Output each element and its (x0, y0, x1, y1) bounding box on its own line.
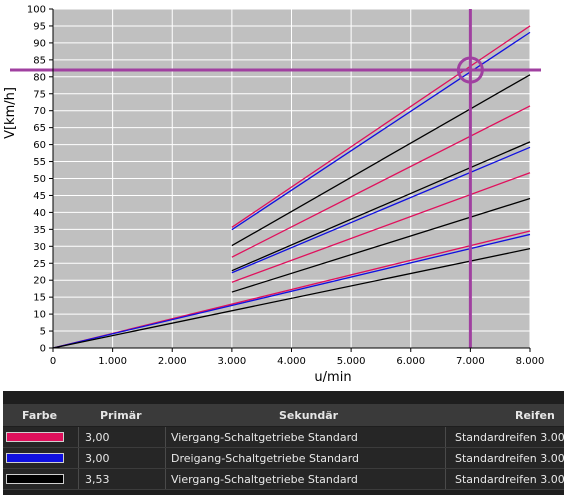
y-tick-label: 35 (33, 225, 46, 236)
marker-circle (456, 56, 484, 84)
x-tick-label: 6.000 (396, 356, 425, 367)
series-2-line-0 (52, 248, 531, 349)
y-tick-label: 10 (33, 310, 46, 321)
y-tick-label: 75 (33, 89, 46, 100)
series-0-line-1 (231, 172, 531, 283)
series-2-line-3 (231, 74, 531, 247)
primary-cell: 3,53 (85, 473, 110, 486)
x-tick-label: 1.000 (98, 356, 127, 367)
y-tick-label: 40 (33, 208, 46, 219)
gear-table: Farbe Primär Sekundär Reifen 3,00 Vierga… (3, 391, 564, 495)
y-tick-label: 50 (33, 174, 46, 185)
primary-cell: 3,00 (85, 431, 110, 444)
series-layer (52, 25, 531, 349)
x-tick-label: 3.000 (218, 356, 247, 367)
grid (52, 8, 531, 349)
tires-cell: Standardreifen 3.00 (455, 452, 564, 465)
series-2-line-2 (231, 141, 531, 272)
y-tick-label: 95 (33, 21, 46, 32)
color-swatch (6, 474, 64, 484)
x-tick-label: 2.000 (158, 356, 187, 367)
series-2-line-1 (231, 197, 531, 293)
x-tick-label: 0 (50, 356, 56, 367)
tires-cell: Standardreifen 3.00 (455, 473, 564, 486)
y-tick-label: 90 (33, 38, 46, 49)
series-0-line-3 (231, 25, 531, 228)
color-swatch (6, 432, 64, 442)
y-tick-label: 60 (33, 140, 46, 151)
x-axis-title: u/min (314, 370, 351, 385)
color-swatch (6, 453, 64, 463)
y-axis-title: V[km/h] (3, 87, 18, 139)
header-color: Farbe (22, 409, 58, 422)
y-tick-label: 0 (40, 344, 46, 355)
table-row[interactable]: 3,53 Viergang-Schaltgetriebe Standard St… (3, 469, 564, 490)
table-row[interactable]: 3,00 Viergang-Schaltgetriebe Standard St… (3, 427, 564, 448)
y-tick-label: 70 (33, 106, 46, 117)
series-1-line-1 (231, 146, 531, 274)
crosshair-marker (10, 9, 541, 348)
y-tick-label: 100 (27, 5, 46, 16)
x-axis-ticks: 0 1.000 2.000 3.000 4.000 5.000 6.000 7.000 8.00… (50, 348, 545, 367)
y-tick-label: 85 (33, 55, 46, 66)
tires-cell: Standardreifen 3.00 (455, 431, 564, 444)
y-tick-label: 45 (33, 191, 46, 202)
x-tick-label: 4.000 (277, 356, 306, 367)
table-header: Farbe Primär Sekundär Reifen (3, 404, 564, 426)
secondary-cell: Dreigang-Schaltgetriebe Standard (171, 452, 360, 465)
table-row[interactable]: 3,00 Dreigang-Schaltgetriebe Standard St… (3, 448, 564, 469)
secondary-cell: Viergang-Schaltgetriebe Standard (171, 473, 358, 486)
y-tick-label: 25 (33, 259, 46, 270)
x-tick-label: 8.000 (516, 356, 545, 367)
x-tick-label: 5.000 (337, 356, 366, 367)
header-tires: Reifen (515, 409, 555, 422)
speed-chart: 0 1.000 2.000 3.000 4.000 5.000 6.000 7.000 8.00… (3, 5, 545, 386)
y-tick-label: 80 (33, 72, 46, 83)
header-secondary: Sekundär (279, 409, 339, 422)
y-tick-label: 15 (33, 293, 46, 304)
y-tick-label: 65 (33, 123, 46, 134)
y-tick-label: 55 (33, 157, 46, 168)
primary-cell: 3,00 (85, 452, 110, 465)
x-tick-label: 7.000 (456, 356, 485, 367)
y-axis-ticks: 0 5 10 15 20 25 30 35 40 45 50 55 60 65 70 75 80 85 90 95 10… (27, 5, 53, 355)
secondary-cell: Viergang-Schaltgetriebe Standard (171, 431, 358, 444)
y-tick-label: 5 (40, 327, 46, 338)
series-1-line-0 (52, 233, 531, 349)
header-primary: Primär (100, 409, 142, 422)
y-tick-label: 30 (33, 242, 46, 253)
y-tick-label: 20 (33, 276, 46, 287)
series-0-line-2 (231, 105, 531, 258)
